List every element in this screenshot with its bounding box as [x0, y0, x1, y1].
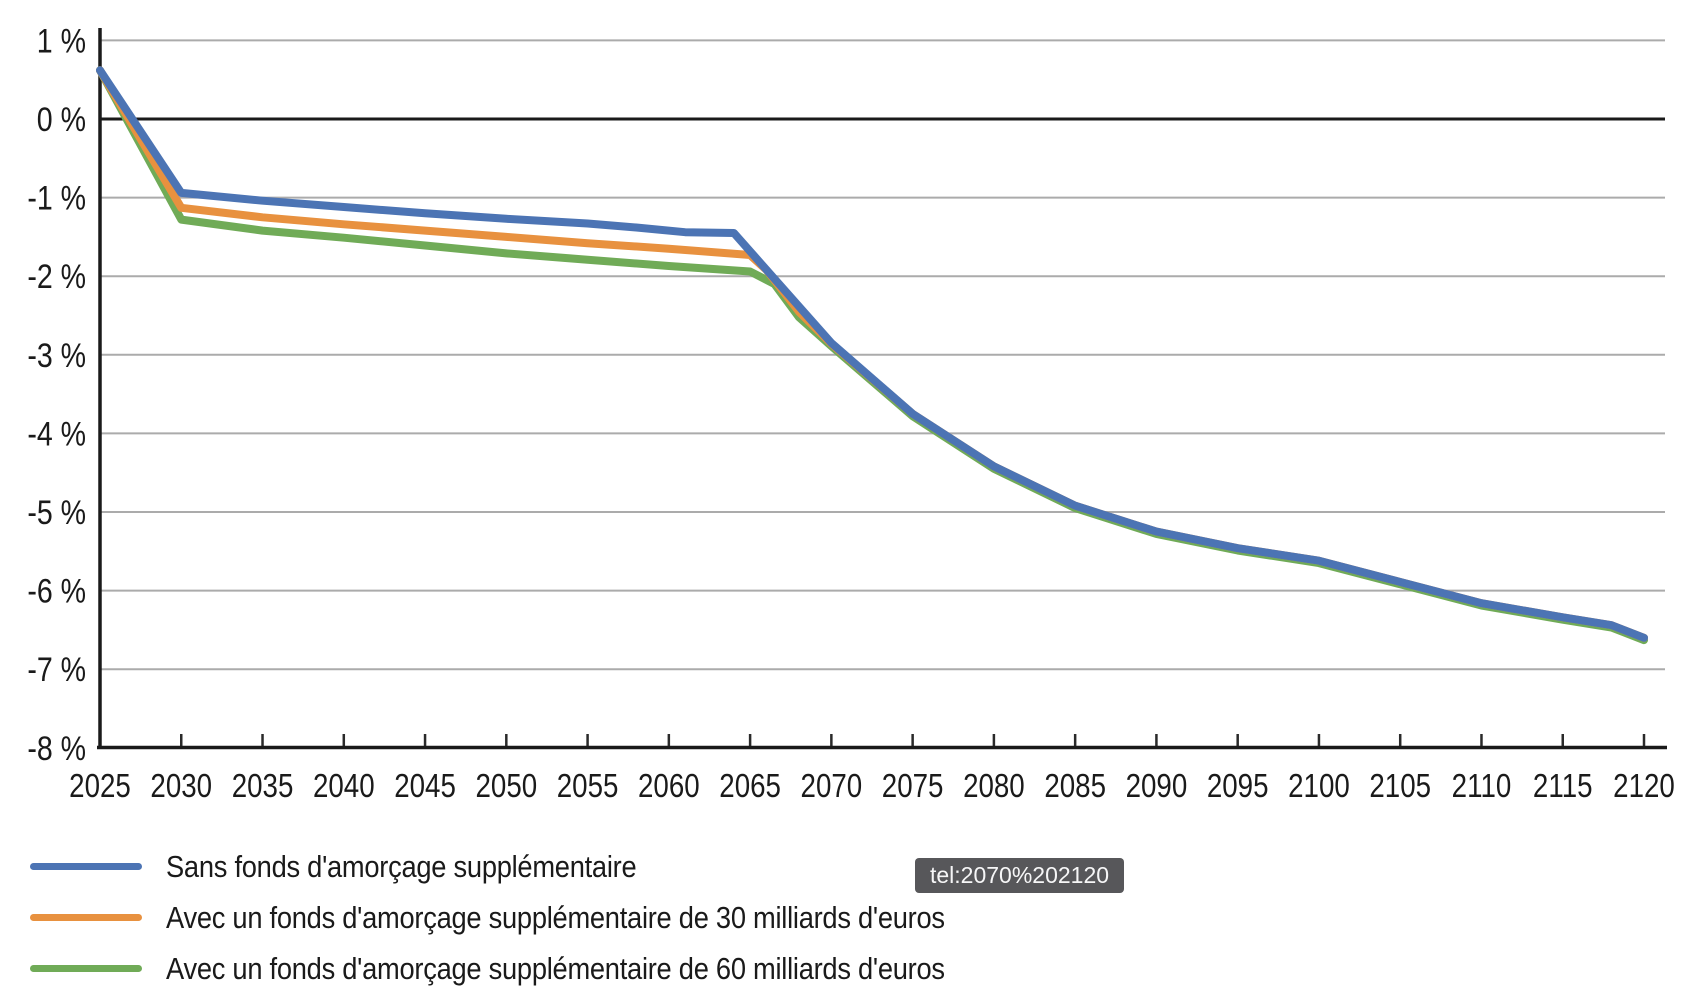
x-axis-labels: 2025 2030 2035 2040 2045 2050 2055 2060 2065 2070…	[69, 768, 1675, 805]
x-tick-label: 2035	[232, 768, 294, 805]
legend-label: Avec un fonds d'amorçage supplémentaire …	[166, 899, 945, 935]
legend-label: Avec un fonds d'amorçage supplémentaire …	[166, 950, 945, 986]
y-tick-label: -1 %	[27, 179, 86, 217]
legend-item-no-fund: Sans fonds d'amorçage supplémentaire	[30, 841, 1051, 892]
x-tick-label: 2085	[1044, 768, 1106, 805]
y-tick-label: -2 %	[27, 258, 86, 296]
legend-item-fund-60bn: Avec un fonds d'amorçage supplémentaire …	[30, 943, 1051, 994]
y-tick-label: -7 %	[27, 651, 86, 689]
y-tick-label: 0 %	[37, 101, 86, 139]
y-tick-label: -8 %	[27, 729, 86, 767]
y-tick-label: 1 %	[37, 22, 86, 60]
x-tick-label: 2070	[801, 768, 863, 805]
legend-swatch-orange	[30, 914, 142, 921]
link-preview-tooltip: tel:2070%202120	[915, 858, 1125, 893]
x-tick-label: 2095	[1207, 768, 1269, 805]
legend-label: Sans fonds d'amorçage supplémentaire	[166, 848, 637, 884]
y-tick-label: -5 %	[27, 494, 86, 532]
y-tick-label: -6 %	[27, 572, 86, 610]
x-tick-label: 2110	[1452, 768, 1512, 805]
series-lines	[96, 66, 1648, 645]
x-tick-label: 2090	[1126, 768, 1188, 805]
x-tick-label: 2055	[557, 768, 619, 805]
legend: Sans fonds d'amorçage supplémentaire Ave…	[30, 841, 1051, 994]
y-gridlines	[100, 39, 1665, 671]
x-tick-label: 2045	[394, 768, 456, 805]
x-tick-label: 2040	[313, 768, 375, 805]
legend-swatch-blue	[30, 863, 142, 870]
x-tick-label: 2050	[475, 768, 537, 805]
y-tick-label: -4 %	[27, 415, 86, 453]
legend-item-fund-30bn: Avec un fonds d'amorçage supplémentaire …	[30, 892, 1051, 943]
x-tick-label: 2060	[638, 768, 700, 805]
x-tick-label: 2100	[1288, 768, 1350, 805]
x-tick-label: 2115	[1533, 768, 1593, 805]
x-axis-ticks	[180, 734, 1646, 748]
x-tick-label: 2120	[1613, 768, 1675, 805]
axis-lines	[97, 28, 1667, 750]
x-tick-label: 2080	[963, 768, 1025, 805]
legend-swatch-green	[30, 965, 142, 972]
x-tick-label: 2105	[1369, 768, 1431, 805]
x-tick-label: 2025	[69, 768, 131, 805]
y-tick-label: -3 %	[27, 336, 86, 374]
x-tick-label: 2075	[882, 768, 944, 805]
series-line-0	[96, 66, 1648, 642]
x-tick-label: 2030	[150, 768, 212, 805]
x-tick-label: 2065	[719, 768, 781, 805]
y-axis-labels: 1 % 0 % -1 % -2 % -3 % -4 % -5 % -6 % -7 % -8 %	[27, 22, 86, 767]
